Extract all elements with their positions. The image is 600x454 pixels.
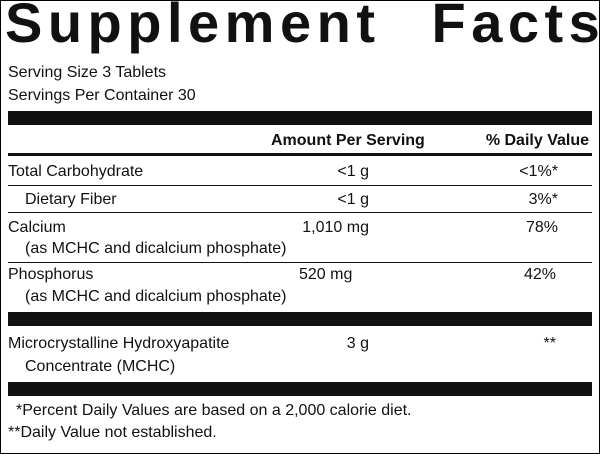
thick-bar — [8, 111, 592, 125]
row-rule — [8, 262, 592, 263]
footnote: *Percent Daily Values are based on a 2,0… — [16, 402, 412, 419]
nutrient-note: (as MCHC and dicalcium phosphate) — [25, 240, 287, 257]
nutrient-name: Phosphorus — [8, 266, 94, 283]
title: Supplement Facts — [5, 0, 600, 54]
header-rule — [8, 153, 592, 156]
nutrient-note: Concentrate (MCHC) — [25, 358, 176, 375]
amount: <1 g — [337, 163, 369, 180]
servings-per-container: Servings Per Container 30 — [8, 87, 196, 104]
nutrient-name: Calcium — [8, 219, 66, 236]
header-daily-value: % Daily Value — [485, 132, 589, 149]
daily-value: 3%* — [528, 191, 558, 208]
nutrient-note: (as MCHC and dicalcium phosphate) — [25, 288, 287, 305]
row-rule — [8, 212, 592, 213]
amount: 3 g — [346, 335, 369, 352]
daily-value: ** — [543, 335, 556, 352]
daily-value: 42% — [523, 266, 556, 283]
nutrient-name: Dietary Fiber — [25, 191, 117, 208]
amount: 1,010 mg — [302, 219, 369, 236]
nutrient-name: Total Carbohydrate — [8, 163, 144, 180]
footnote: **Daily Value not established. — [8, 424, 217, 441]
amount: 520 mg — [299, 266, 353, 283]
nutrient-name: Microcrystalline Hydroxyapatite — [8, 335, 230, 352]
amount: <1 g — [337, 191, 369, 208]
daily-value: <1%* — [519, 163, 558, 180]
serving-size: Serving Size 3 Tablets — [8, 64, 167, 81]
daily-value: 78% — [525, 219, 558, 236]
thick-bar — [8, 382, 592, 396]
row-rule — [8, 185, 592, 186]
thick-bar — [8, 312, 592, 326]
header-amount: Amount Per Serving — [271, 132, 425, 149]
